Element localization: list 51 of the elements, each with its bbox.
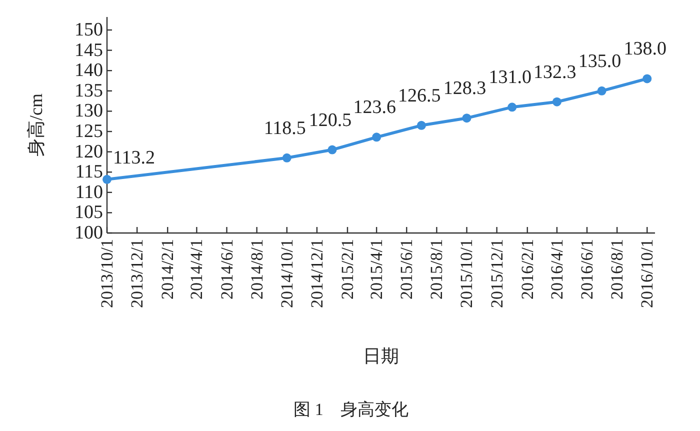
point <box>552 97 562 106</box>
y-tick-label: 135 <box>74 80 103 102</box>
y-tick-label: 145 <box>74 40 103 61</box>
x-tick-label: 2014/8/1 <box>247 239 266 300</box>
x-axis-title: 日期 <box>363 346 399 366</box>
point <box>416 120 426 130</box>
data-label: 126.5 <box>398 85 441 106</box>
x-tick-label: 2015/12/1 <box>487 239 506 308</box>
text: 图 1 身高变化 <box>294 400 408 419</box>
x-tick-label: 2015/10/1 <box>457 239 476 308</box>
y-tick-label: 150 <box>74 19 103 40</box>
data-label: 128.3 <box>443 78 486 100</box>
x-tick-label: 2015/4/1 <box>367 239 386 300</box>
point <box>328 145 337 154</box>
x-tick-label: 2016/6/1 <box>577 239 596 300</box>
point <box>597 86 606 96</box>
point <box>508 102 517 112</box>
point <box>102 174 112 184</box>
x-tick-label: 2016/8/1 <box>608 239 627 300</box>
point <box>372 132 382 142</box>
y-tick-label: 140 <box>74 60 103 82</box>
data-label: 135.0 <box>578 50 622 72</box>
y-tick-label: 110 <box>75 182 103 203</box>
data-label: 132.3 <box>534 62 576 83</box>
x-tick-label: 2014/6/1 <box>217 239 236 300</box>
y-axis-title: 身高/cm <box>26 94 46 156</box>
data-label: 120.5 <box>308 110 352 131</box>
data-label: 131.0 <box>488 67 532 88</box>
y-tick-label: 125 <box>74 120 103 142</box>
x-tick-label: 2016/4/1 <box>547 239 566 300</box>
x-tick-label: 2015/2/1 <box>338 239 357 300</box>
y-tick-label: 120 <box>74 141 103 162</box>
data-label: 138.0 <box>624 38 666 60</box>
data-label: 113.2 <box>113 147 156 168</box>
y-tick-label: 115 <box>75 162 103 183</box>
y-tick-label: 105 <box>74 202 103 224</box>
x-tick-label: 2013/12/1 <box>128 239 147 308</box>
x-tick-label: 2014/4/1 <box>187 239 206 300</box>
x-tick-label: 2016/10/1 <box>638 239 657 308</box>
x-tick-label: 2014/2/1 <box>158 239 178 300</box>
x-tick-label: 2015/8/1 <box>427 239 446 300</box>
point <box>642 74 652 84</box>
x-tick-label: 2014/10/1 <box>277 239 296 308</box>
data-label: 123.6 <box>353 97 396 118</box>
data-label: 118.5 <box>264 118 306 139</box>
x-tick-label: 2014/12/1 <box>307 239 326 308</box>
point <box>462 114 472 123</box>
y-tick-label: 130 <box>74 100 103 122</box>
point <box>282 153 292 162</box>
x-tick-label: 2016/2/1 <box>518 239 537 300</box>
x-tick-label: 2015/6/1 <box>397 239 416 300</box>
